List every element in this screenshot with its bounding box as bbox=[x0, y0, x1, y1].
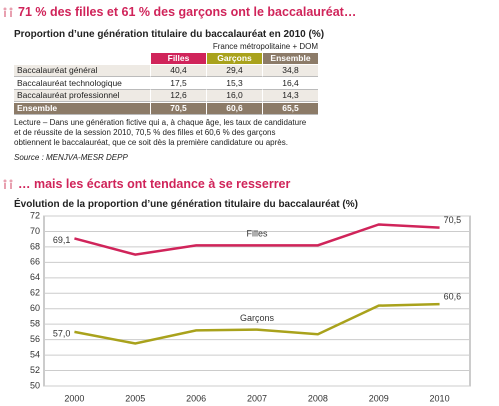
table-value: 34,8 bbox=[262, 65, 318, 77]
series-label: Garçons bbox=[240, 313, 275, 323]
value-label: 57,0 bbox=[53, 328, 71, 338]
x-tick-label: 2005 bbox=[125, 393, 145, 403]
row-label: Baccalauréat professionnel bbox=[14, 90, 150, 102]
y-tick-label: 54 bbox=[30, 349, 40, 359]
table-scope: France métropolitaine + DOM bbox=[212, 42, 318, 51]
x-tick-label: 2008 bbox=[308, 393, 328, 403]
y-tick-label: 64 bbox=[30, 272, 40, 282]
row-label: Baccalauréat technologique bbox=[14, 77, 150, 90]
table: Filles Garçons Ensemble Baccalauréat généra… bbox=[14, 53, 318, 116]
y-tick-label: 58 bbox=[30, 319, 40, 329]
column-header: Ensemble bbox=[262, 53, 318, 64]
y-tick-label: 70 bbox=[30, 226, 40, 236]
icon bbox=[3, 179, 13, 189]
section-title: … mais les écarts ont tendance à se ress… bbox=[18, 177, 291, 191]
table-value: 70,5 bbox=[150, 102, 206, 115]
y-tick-label: 72 bbox=[30, 210, 40, 220]
table-title: Proportion d’une génération titulaire du… bbox=[14, 29, 325, 40]
table-value: 60,6 bbox=[206, 102, 262, 115]
chart-title: Évolution de la proportion d’une générat… bbox=[14, 199, 358, 210]
series-line bbox=[74, 302, 440, 345]
x-tick-label: 2010 bbox=[430, 393, 450, 403]
plot-area bbox=[43, 215, 471, 387]
y-tick-label: 56 bbox=[30, 334, 40, 344]
title: 71 % des filles et 61 % des garçons ont … bbox=[18, 5, 357, 19]
table-value: 17,5 bbox=[150, 77, 206, 90]
y-tick-label: 66 bbox=[30, 257, 40, 267]
table-value: 12,6 bbox=[150, 90, 206, 102]
y-tick-label: 50 bbox=[30, 380, 40, 390]
table-value: 16,0 bbox=[206, 90, 262, 102]
x-tick-label: 2006 bbox=[186, 393, 206, 403]
table-note: Lecture – Dans une génération fictive qu… bbox=[14, 118, 307, 147]
value-label: 60,6 bbox=[444, 291, 462, 301]
value-label: 69,1 bbox=[53, 235, 71, 245]
table-value: 16,4 bbox=[262, 77, 318, 90]
series-label: Filles bbox=[246, 229, 268, 239]
x-tick-label: 2000 bbox=[64, 393, 84, 403]
x-tick-label: 2009 bbox=[369, 393, 389, 403]
row-label: Baccalauréat général bbox=[14, 65, 150, 77]
y-tick-label: 60 bbox=[30, 303, 40, 313]
table-value: 65,5 bbox=[262, 102, 318, 115]
table-value: 15,3 bbox=[206, 77, 262, 90]
table-value: 29,4 bbox=[206, 65, 262, 77]
table-value: 14,3 bbox=[262, 90, 318, 102]
table-source: Source : MENJVA-MESR DEPP bbox=[14, 153, 128, 162]
table-value: 40,4 bbox=[150, 65, 206, 77]
y-tick-label: 62 bbox=[30, 288, 40, 298]
series-line bbox=[74, 223, 440, 256]
value-label: 70,5 bbox=[444, 215, 462, 225]
x-tick-label: 2007 bbox=[247, 393, 267, 403]
column-header: Filles bbox=[150, 53, 206, 64]
row-label: Ensemble bbox=[14, 102, 150, 115]
y-tick-label: 68 bbox=[30, 241, 40, 251]
icon bbox=[3, 7, 13, 17]
column-header: Garçons bbox=[206, 53, 262, 64]
y-tick-label: 52 bbox=[30, 365, 40, 375]
